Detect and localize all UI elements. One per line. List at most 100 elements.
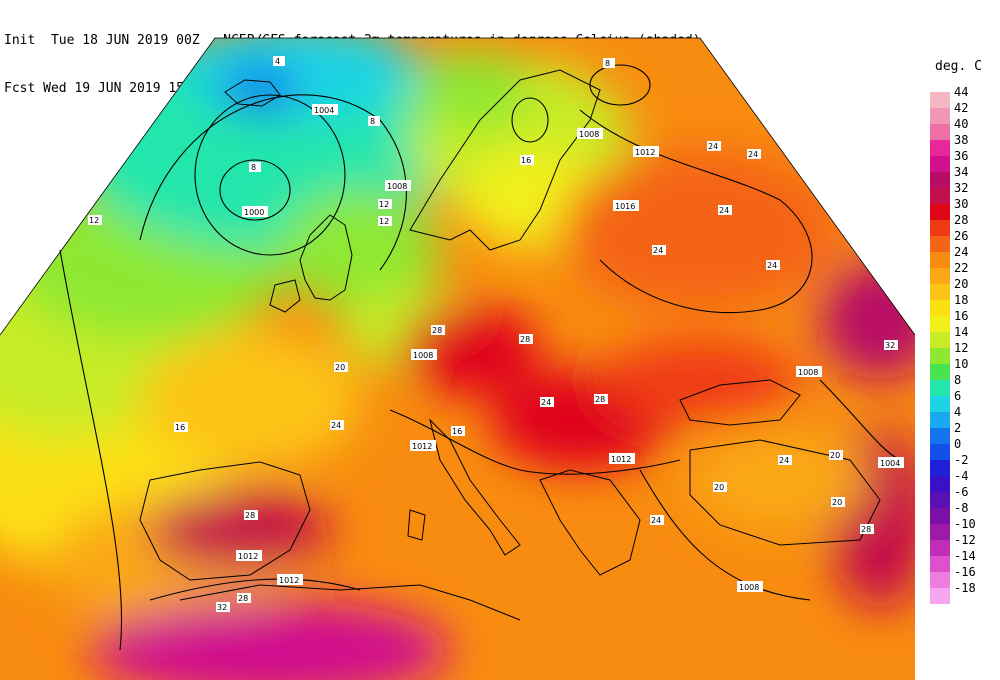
legend-swatch: [930, 556, 950, 572]
legend-swatch: [930, 108, 950, 124]
legend-swatch: [930, 444, 950, 460]
svg-text:20: 20: [335, 363, 345, 372]
svg-text:1008: 1008: [579, 130, 599, 139]
legend-label: 24: [954, 245, 969, 259]
svg-text:1012: 1012: [635, 148, 655, 157]
svg-text:12: 12: [379, 200, 389, 209]
legend-swatch: [930, 332, 950, 348]
legend-label: -8: [954, 501, 969, 515]
legend-swatch: [930, 476, 950, 492]
svg-text:8: 8: [605, 59, 610, 68]
legend-label: 38: [954, 133, 969, 147]
map-border: [0, 37, 916, 336]
legend-swatch: [930, 540, 950, 556]
legend-swatch: [930, 236, 950, 252]
legend-label: 30: [954, 197, 969, 211]
temperature-labels: 4 8 8 8 12 12 12 16 16 20 24 24 24 24 24…: [88, 56, 898, 612]
legend-swatch: [930, 92, 950, 108]
legend-swatch: [930, 460, 950, 476]
legend-swatch: [930, 268, 950, 284]
legend-swatch: [930, 124, 950, 140]
isobar-labels: 1004 1000 1008 1008 1012 1016 1008 1008 …: [236, 104, 904, 592]
svg-text:12: 12: [379, 217, 389, 226]
legend-swatch: [930, 396, 950, 412]
legend-swatch: [930, 492, 950, 508]
legend-swatch: [930, 524, 950, 540]
svg-text:28: 28: [432, 326, 442, 335]
svg-text:32: 32: [217, 603, 227, 612]
svg-text:24: 24: [653, 246, 663, 255]
legend-label: 14: [954, 325, 969, 339]
svg-text:24: 24: [748, 150, 758, 159]
legend-label: 22: [954, 261, 969, 275]
svg-text:28: 28: [245, 511, 255, 520]
legend-swatch: [930, 204, 950, 220]
legend-swatch: [930, 220, 950, 236]
legend-swatch: [930, 300, 950, 316]
svg-text:1012: 1012: [611, 455, 631, 464]
legend-swatch: [930, 428, 950, 444]
legend-swatch: [930, 380, 950, 396]
svg-text:20: 20: [830, 451, 840, 460]
svg-text:20: 20: [832, 498, 842, 507]
svg-text:16: 16: [452, 427, 462, 436]
isobars: [59, 64, 901, 651]
svg-text:1012: 1012: [238, 552, 258, 561]
legend-label: -6: [954, 485, 969, 499]
svg-text:1008: 1008: [798, 368, 818, 377]
svg-text:24: 24: [331, 421, 341, 430]
svg-text:28: 28: [595, 395, 605, 404]
legend-label: 12: [954, 341, 969, 355]
legend-label: 2: [954, 421, 962, 435]
legend-swatch: [930, 172, 950, 188]
svg-text:24: 24: [708, 142, 718, 151]
legend-label: -2: [954, 453, 969, 467]
legend-label: 0: [954, 437, 962, 451]
legend-swatch: [930, 588, 950, 604]
coastlines: [139, 69, 881, 621]
legend-swatch: [930, 188, 950, 204]
legend-label: 32: [954, 181, 969, 195]
legend-label: -4: [954, 469, 969, 483]
svg-text:24: 24: [541, 398, 551, 407]
svg-text:24: 24: [779, 456, 789, 465]
svg-text:28: 28: [520, 335, 530, 344]
svg-text:32: 32: [885, 341, 895, 350]
svg-text:24: 24: [651, 516, 661, 525]
svg-text:1012: 1012: [412, 442, 432, 451]
svg-text:16: 16: [175, 423, 185, 432]
svg-text:4: 4: [275, 57, 280, 66]
svg-text:1004: 1004: [880, 459, 900, 468]
svg-text:8: 8: [370, 117, 375, 126]
svg-text:24: 24: [719, 206, 729, 215]
legend-swatch: [930, 364, 950, 380]
svg-text:1008: 1008: [413, 351, 433, 360]
legend-swatch: [930, 508, 950, 524]
legend-label: 8: [954, 373, 962, 387]
legend-label: -18: [954, 581, 976, 595]
legend-swatch: [930, 284, 950, 300]
legend-swatch: [930, 348, 950, 364]
svg-text:28: 28: [238, 594, 248, 603]
svg-text:1008: 1008: [739, 583, 759, 592]
legend-label: -10: [954, 517, 976, 531]
legend-label: -12: [954, 533, 976, 547]
svg-text:1004: 1004: [314, 106, 334, 115]
legend-label: 18: [954, 293, 969, 307]
legend-label: 44: [954, 85, 969, 99]
legend-swatch: [930, 316, 950, 332]
svg-text:1012: 1012: [279, 576, 299, 585]
svg-text:28: 28: [861, 525, 871, 534]
legend-title: deg. C: [935, 59, 982, 74]
legend-label: 26: [954, 229, 969, 243]
svg-text:8: 8: [251, 163, 256, 172]
legend-label: 10: [954, 357, 969, 371]
legend-label: 36: [954, 149, 969, 163]
legend-label: 16: [954, 309, 969, 323]
svg-text:1016: 1016: [615, 202, 635, 211]
legend-swatch: [930, 412, 950, 428]
svg-text:1000: 1000: [244, 208, 264, 217]
legend-swatch: [930, 140, 950, 156]
